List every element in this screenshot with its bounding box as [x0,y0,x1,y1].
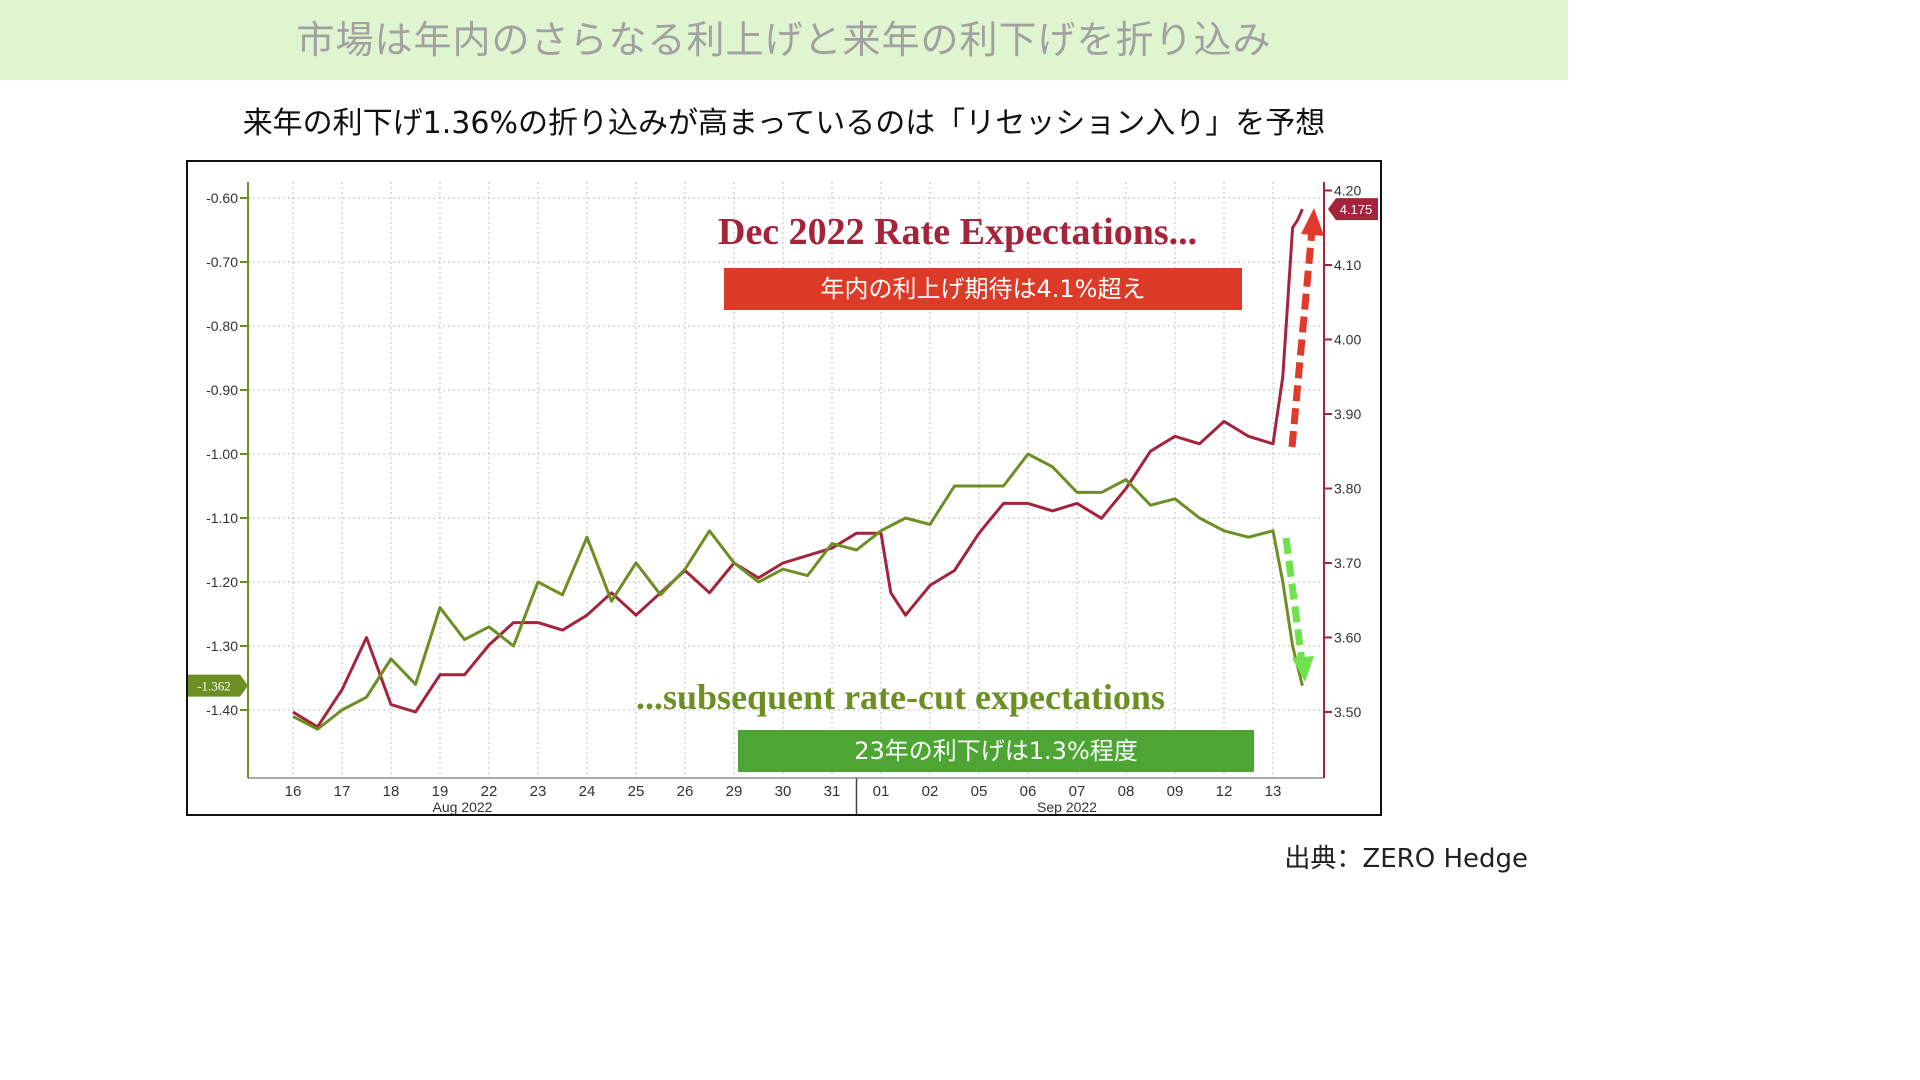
x-tick-label: 24 [579,783,596,800]
x-tick-label: 02 [922,783,939,800]
x-tick-label: 16 [285,783,302,800]
x-tick-label: 19 [432,783,449,800]
rate-expectations-chart: 16 17 18 19 22 23 24 25 26 29 30 31 01 02 05 06 07 08 09 12… [188,182,1378,814]
y-left-tick-label: -0.70 [206,254,238,270]
x-tick-label: 31 [824,783,841,800]
x-tick-label: 25 [628,783,645,800]
page-title: 市場は年内のさらなる利上げと来年の利下げを折り込み [296,18,1272,62]
y-right-tick-label: 3.70 [1334,555,1361,571]
y-left-tick-label: -1.20 [206,574,238,590]
red-up-arrow-shaft [1288,229,1316,448]
x-tick-label: 07 [1069,783,1086,800]
green-series-line [292,452,1304,731]
x-tick-label: 12 [1216,783,1233,800]
left-last-value: -1.362 [197,679,231,694]
x-tick-label: 18 [383,783,400,800]
x-tick-label: 30 [775,783,792,800]
x-tick-label: 08 [1118,783,1135,800]
chart-labels: 16 17 18 19 22 23 24 25 26 29 30 31 01 02 05 06 07 08 09 12… [188,183,1378,814]
x-tick-label: 29 [726,783,743,800]
x-tick-label: 09 [1167,783,1184,800]
y-right-tick-label: 3.80 [1334,481,1361,497]
y-left-tick-label: -0.80 [206,318,238,334]
y-left-tick-label: -0.90 [206,382,238,398]
x-tick-label: 13 [1265,783,1282,800]
month-label: Aug 2022 [433,799,493,814]
y-left-tick-label: -1.00 [206,446,238,462]
chart-annotation-red: Dec 2022 Rate Expectations... [718,211,1197,253]
chart-axes [240,182,1332,814]
left-last-value-tag [188,674,248,697]
x-tick-label: 05 [971,783,988,800]
x-tick-label: 17 [334,783,351,800]
month-label: Sep 2022 [1037,799,1097,814]
y-left-tick-label: -1.10 [206,510,238,526]
chart-annotation-green: ...subsequent rate-cut expectations [636,677,1165,717]
x-tick-label: 26 [677,783,694,800]
y-right-tick-label: 3.90 [1334,406,1361,422]
chart-arrows [1282,208,1324,682]
x-tick-label: 22 [481,783,498,800]
y-right-tick-label: 4.10 [1334,257,1361,273]
header-band [0,0,1568,80]
page-subtitle: 来年の利下げ1.36%の折り込みが高まっているのは「リセッション入り」を予想 [242,106,1326,141]
green-down-arrow-head [1292,656,1314,682]
y-left-tick-label: -1.40 [206,702,238,718]
y-left-tick-label: -0.60 [206,190,238,206]
y-right-tick-label: 4.00 [1334,332,1361,348]
rate-hike-tag: 年内の利上げ期待は4.1%超え [724,268,1242,310]
chart-series [292,208,1304,731]
x-tick-label: 06 [1020,783,1037,800]
y-right-tick-label: 3.50 [1334,704,1361,720]
x-tick-label: 01 [873,783,890,800]
chart-grid [248,182,1324,778]
right-last-value-tag [1328,198,1378,221]
x-tick-label: 23 [530,783,547,800]
green-down-arrow-shaft [1282,537,1306,663]
source-credit: 出典：ZERO Hedge [1284,844,1528,874]
rate-cut-tag: 23年の利下げは1.3%程度 [738,730,1254,772]
red-series-line [292,208,1304,729]
y-right-tick-label: 4.20 [1334,183,1361,199]
y-right-tick-label: 3.60 [1334,630,1361,646]
right-last-value: 4.175 [1340,202,1373,217]
red-up-arrow-head [1301,208,1324,236]
y-left-tick-label: -1.30 [206,638,238,654]
